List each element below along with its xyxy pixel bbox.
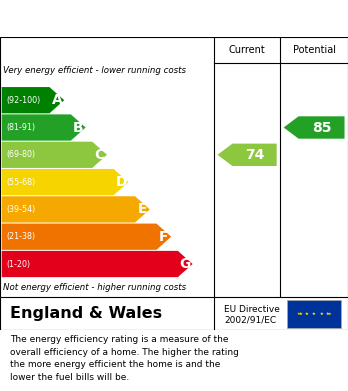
Polygon shape	[2, 87, 64, 113]
Text: ★: ★	[320, 312, 324, 316]
Text: ★: ★	[325, 312, 329, 316]
Text: ★: ★	[327, 312, 331, 316]
Text: Current: Current	[229, 45, 266, 55]
Text: Potential: Potential	[293, 45, 335, 55]
Text: EU Directive: EU Directive	[224, 305, 280, 314]
Bar	[287, 300, 341, 328]
Text: (81-91): (81-91)	[6, 123, 35, 132]
Text: 2002/91/EC: 2002/91/EC	[224, 316, 277, 325]
Text: ★: ★	[304, 312, 308, 316]
Text: A: A	[52, 93, 62, 107]
Polygon shape	[2, 115, 86, 141]
Text: ★: ★	[299, 312, 303, 316]
Text: (21-38): (21-38)	[6, 232, 35, 241]
Text: ★: ★	[304, 312, 308, 316]
Text: ★: ★	[297, 312, 301, 316]
Text: E: E	[138, 203, 147, 216]
Text: B: B	[73, 120, 84, 135]
Text: (39-54): (39-54)	[6, 205, 35, 214]
Text: Energy Efficiency Rating: Energy Efficiency Rating	[10, 11, 220, 26]
Text: (69-80): (69-80)	[6, 150, 35, 159]
Polygon shape	[2, 142, 107, 168]
Text: (1-20): (1-20)	[6, 260, 30, 269]
Text: England & Wales: England & Wales	[10, 306, 163, 321]
Text: ★: ★	[312, 312, 316, 316]
Text: ★: ★	[312, 312, 316, 316]
Polygon shape	[2, 224, 171, 250]
Text: (92-100): (92-100)	[6, 96, 40, 105]
Text: Not energy efficient - higher running costs: Not energy efficient - higher running co…	[3, 283, 187, 292]
Text: ★: ★	[299, 312, 303, 316]
Polygon shape	[284, 116, 345, 139]
Text: (55-68): (55-68)	[6, 178, 35, 187]
Text: ★: ★	[325, 312, 329, 316]
Polygon shape	[2, 196, 150, 222]
Polygon shape	[218, 143, 277, 166]
Text: 85: 85	[312, 120, 331, 135]
Text: D: D	[115, 175, 127, 189]
Text: ★: ★	[320, 312, 324, 316]
Text: The energy efficiency rating is a measure of the
overall efficiency of a home. T: The energy efficiency rating is a measur…	[10, 335, 239, 382]
Text: F: F	[159, 230, 168, 244]
Text: C: C	[95, 148, 105, 162]
Text: 74: 74	[245, 148, 264, 162]
Text: G: G	[180, 257, 191, 271]
Polygon shape	[2, 169, 128, 195]
Polygon shape	[2, 251, 193, 277]
Text: Very energy efficient - lower running costs: Very energy efficient - lower running co…	[3, 66, 187, 75]
